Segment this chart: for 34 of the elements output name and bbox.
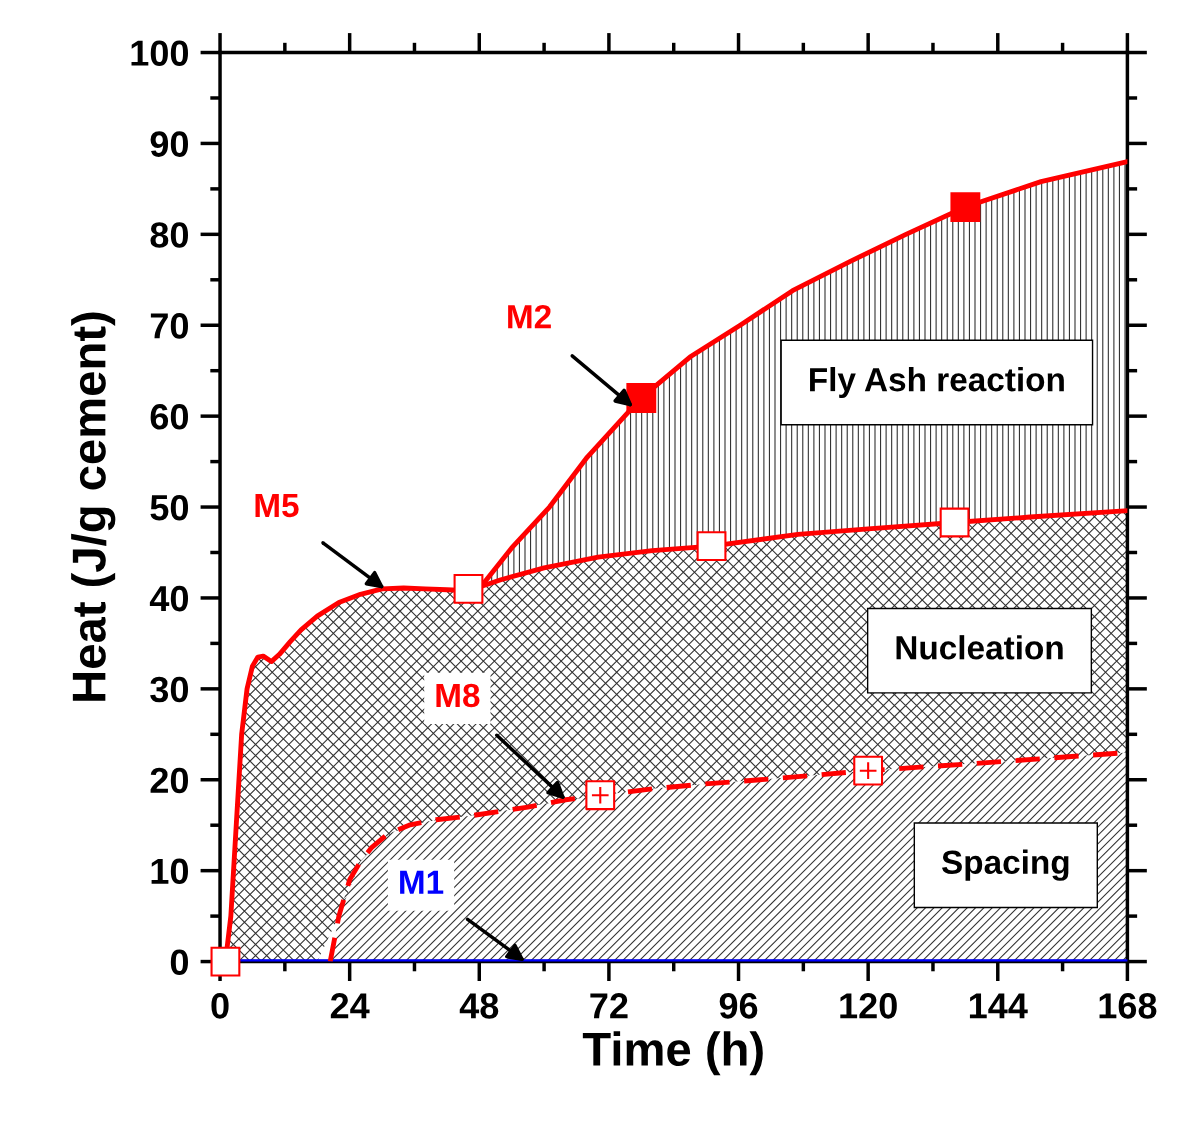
- x-tick-label: 168: [1099, 993, 1157, 1019]
- y-tick-label: 20: [150, 767, 189, 794]
- x-axis-title: Time (h): [582, 1031, 763, 1076]
- annotation: Spacing: [941, 849, 1069, 881]
- point: [210, 946, 241, 977]
- x-tick-label: 144: [969, 993, 1028, 1019]
- annotation: M1: [400, 870, 444, 894]
- annotation: M2: [508, 304, 551, 329]
- x-tick-label: 72: [590, 993, 628, 1019]
- y-tick-label: 30: [150, 676, 189, 703]
- y-tick-label: 60: [150, 404, 189, 430]
- y-tick-label: 80: [150, 222, 189, 248]
- y-tick-label: 100: [131, 40, 189, 66]
- x-tick-label: 0: [211, 993, 229, 1019]
- point: [626, 383, 657, 413]
- y-tick-label: 10: [151, 858, 189, 885]
- y-tick-label: 50: [150, 494, 189, 521]
- point: [696, 531, 727, 562]
- y-axis-title: Heat (J/g cement): [71, 312, 116, 701]
- y-tick-label: 0: [170, 949, 188, 975]
- x-tick-label: 24: [330, 993, 370, 1019]
- annotation: Nucleation: [896, 635, 1063, 660]
- point: [939, 507, 970, 538]
- y-tick-label: 40: [149, 585, 189, 612]
- y-tick-label: 90: [150, 131, 189, 157]
- y-tick-label: 70: [150, 313, 189, 339]
- annotation: M5: [255, 493, 299, 518]
- point: [950, 192, 981, 222]
- x-tick-label: 120: [840, 993, 897, 1019]
- annotation: Fly Ash reaction: [810, 366, 1064, 399]
- x-tick-label: 48: [459, 993, 499, 1019]
- point: [453, 573, 484, 604]
- x-tick-label: 96: [719, 993, 758, 1019]
- annotation: M8: [436, 683, 480, 708]
